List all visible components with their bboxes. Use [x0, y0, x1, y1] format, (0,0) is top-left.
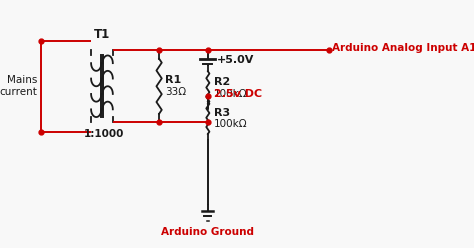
Text: T1: T1: [94, 28, 110, 41]
Text: Arduino Analog Input A1: Arduino Analog Input A1: [331, 42, 474, 53]
Text: R3: R3: [214, 108, 230, 118]
Text: +5.0V: +5.0V: [217, 55, 255, 65]
Text: R2: R2: [214, 77, 230, 88]
Text: 1:1000: 1:1000: [83, 128, 124, 139]
Text: 33Ω: 33Ω: [165, 87, 186, 97]
Text: R1: R1: [165, 75, 182, 85]
Text: 2.5v DC: 2.5v DC: [214, 89, 262, 99]
Text: Mains
current: Mains current: [0, 75, 37, 97]
Text: 100kΩ: 100kΩ: [214, 89, 247, 98]
Text: Arduino Ground: Arduino Ground: [161, 227, 255, 237]
Text: 100kΩ: 100kΩ: [214, 119, 247, 129]
